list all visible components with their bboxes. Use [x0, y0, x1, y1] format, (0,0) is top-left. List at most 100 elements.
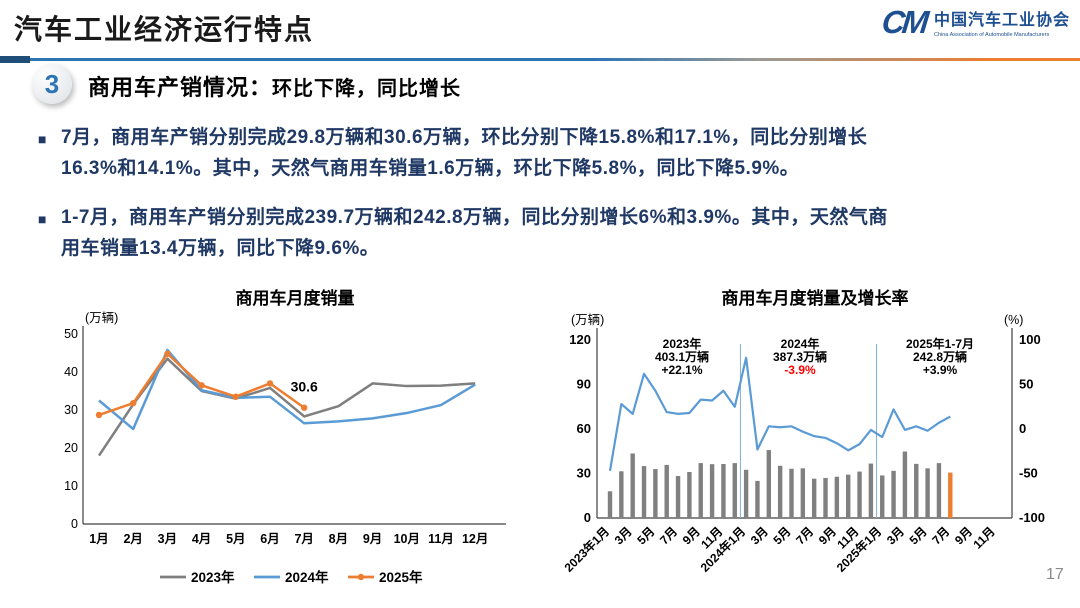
sales-bar	[709, 464, 715, 518]
combo-chart-svg: 商用车月度销量及增长率 (万辆) (%) 0 30 60 90 120 -100 -50 0 50 10…	[561, 288, 1045, 575]
x-tick-label: 9月	[363, 532, 382, 546]
x-tick-label: 11月	[428, 532, 454, 546]
legend-marker	[357, 573, 365, 581]
chart-title: 商用车月度销量	[236, 288, 355, 308]
x-tick-label: 2023年1月	[561, 524, 612, 575]
series-marker	[266, 380, 274, 387]
sales-bar	[777, 465, 783, 518]
sales-bar	[902, 451, 908, 518]
left-tick-label: 30	[577, 466, 591, 481]
sales-bar	[721, 464, 726, 518]
sales-bar	[914, 463, 919, 518]
x-tick-label: 6月	[260, 532, 279, 546]
bullet-text-1: 7月，商用车产销分别完成29.8万辆和30.6万辆，环比分别下降15.8%和17…	[61, 127, 868, 179]
x-tick-label: 4月	[192, 532, 211, 546]
x-tick-label: 12月	[462, 532, 488, 546]
sales-bar	[675, 476, 681, 518]
x-tick-label: 8月	[329, 532, 348, 546]
sales-bar	[630, 453, 635, 518]
section-number-badge: 3	[32, 64, 72, 104]
x-tick-label: 7月	[657, 524, 680, 547]
sales-bar	[891, 470, 896, 518]
left-tick-label: 90	[577, 377, 591, 392]
sales-bar	[653, 469, 658, 518]
sales-bar	[846, 474, 851, 518]
sales-bar	[880, 475, 885, 518]
bullet-text-2: 1-7月，商用车产销分别完成239.7万辆和242.8万辆，同比分别增长6%和3…	[61, 207, 888, 259]
value-callout-30-6: 30.6	[291, 379, 318, 395]
right-tick-label: -50	[1019, 466, 1038, 481]
y-tick-label: 50	[64, 327, 78, 341]
caam-logo-name-cn: 中国汽车工业协会	[933, 12, 1070, 29]
line-chart-svg: 商用车月度销量 (万辆) 0 10 20 30 40 50 1月 2月 3月 4月 5月 6月 7月 8月 9月…	[64, 288, 506, 585]
legend-label-2024年: 2024年	[285, 569, 329, 585]
bullet-item-2: ■ 1-7月，商用车产销分别完成239.7万辆和242.8万辆，同比分别增长6%…	[38, 202, 1071, 264]
sales-bar	[641, 466, 647, 518]
right-axis-unit: (%)	[1004, 313, 1023, 327]
sales-bar	[834, 476, 840, 518]
year-annotation-2: 2024年 387.3万辆-3.9%	[773, 336, 827, 377]
series-marker	[164, 350, 171, 357]
chart-title: 商用车月度销量及增长率	[722, 288, 909, 308]
x-tick-label: 5月	[226, 532, 245, 546]
series-line-2024年	[98, 348, 476, 431]
legend-label-2023年: 2023年	[191, 569, 235, 585]
left-axis-unit: (万辆)	[571, 313, 604, 327]
sales-bar	[857, 471, 862, 518]
series-marker	[301, 404, 308, 411]
section-title: 商用车产销情况：	[88, 75, 273, 100]
y-tick-label: 0	[71, 517, 78, 531]
x-tick-label: 3月	[612, 524, 635, 547]
x-tick-label: 7月	[294, 532, 313, 546]
legend-label-2025年: 2025年	[379, 569, 423, 585]
sales-bar	[743, 469, 749, 518]
x-tick-label: 2月	[123, 532, 142, 546]
right-tick-label: 100	[1019, 332, 1041, 347]
year-annotation-1: 2023年 403.1万辆+22.1%	[655, 336, 709, 377]
sales-bar	[936, 463, 942, 518]
sales-bar	[868, 463, 874, 518]
right-tick-label: 50	[1019, 377, 1033, 392]
series-marker	[198, 382, 205, 389]
y-tick-label: 30	[64, 403, 78, 417]
right-tick-label: 0	[1019, 421, 1026, 436]
sales-bar	[664, 464, 669, 518]
caam-logo-mark-icon: CM	[880, 4, 928, 40]
x-tick-label: 3月	[158, 532, 177, 546]
bullet-marker-icon: ■	[38, 131, 47, 147]
y-tick-label: 20	[64, 441, 78, 455]
left-tick-label: 120	[569, 332, 591, 347]
x-tick-label: 3月	[884, 524, 907, 547]
title-divider	[0, 56, 1080, 63]
x-tick-label: 10月	[394, 532, 420, 546]
sales-bar	[925, 468, 930, 518]
section-subtitle: 环比下降，同比增长	[272, 78, 462, 100]
title-divider-cap	[0, 56, 30, 63]
y-axis-unit: (万辆)	[85, 311, 118, 325]
x-tick-label: 7月	[929, 524, 952, 547]
sales-bar	[789, 468, 794, 518]
sales-bar	[766, 450, 771, 518]
series-marker	[232, 393, 239, 400]
monthly-sales-line-chart: 商用车月度销量 (万辆) 0 10 20 30 40 50 1月 2月 3月 4月 5月 6月 7月 8月 9月…	[60, 288, 520, 596]
x-tick-label: 3月	[748, 524, 771, 547]
sales-bar	[800, 468, 806, 518]
sales-bar	[948, 472, 953, 518]
x-tick-label: 1月	[89, 532, 108, 546]
right-tick-label: -100	[1019, 510, 1045, 525]
caam-logo-name-en: China Association of Automobile Manufact…	[933, 32, 1050, 38]
bullet-item-1: ■ 7月，商用车产销分别完成29.8万辆和30.6万辆，环比分别下降15.8%和…	[38, 122, 1071, 184]
year-annotation-3: 2025年1-7月 242.8万辆+3.9%	[906, 336, 974, 377]
x-tick-label: 7月	[793, 524, 816, 547]
x-tick-label: 5月	[634, 524, 657, 547]
x-tick-label: 5月	[770, 524, 793, 547]
series-marker	[130, 399, 137, 407]
sales-bar	[811, 478, 817, 518]
left-tick-label: 60	[577, 421, 591, 436]
x-tick-label: 11月	[970, 524, 997, 551]
section-heading: 商用车产销情况：环比下降，同比增长	[88, 70, 461, 102]
page-title: 汽车工业经济运行特点	[14, 14, 315, 45]
page-number: 17	[1046, 566, 1064, 583]
sales-bar	[687, 472, 692, 518]
sales-bar	[732, 463, 737, 518]
